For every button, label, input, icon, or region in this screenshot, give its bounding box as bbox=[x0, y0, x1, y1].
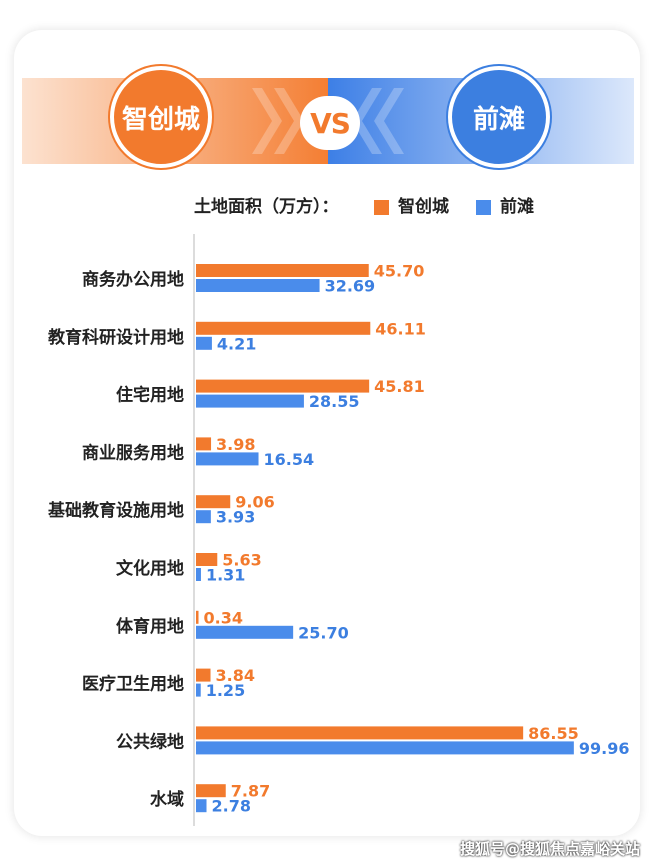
bar-zhichuangcheng bbox=[196, 321, 371, 335]
data-label: 3.93 bbox=[216, 508, 255, 527]
category-label: 医疗卫生用地 bbox=[82, 674, 184, 695]
data-label: 7.87 bbox=[231, 782, 270, 801]
category-label: 文化用地 bbox=[116, 558, 184, 579]
legend-title: 土地面积（万方）： bbox=[194, 197, 339, 217]
data-label: 99.96 bbox=[579, 739, 630, 758]
legend-label-zhichuangcheng: 智创城 bbox=[398, 197, 449, 217]
chart-legend: 土地面积（万方）： 智创城 前滩 bbox=[0, 192, 660, 222]
bar-qiantan bbox=[196, 741, 574, 755]
data-label: 16.54 bbox=[264, 450, 315, 469]
data-label: 32.69 bbox=[325, 277, 376, 296]
data-label: 28.55 bbox=[309, 392, 360, 411]
data-label: 86.55 bbox=[528, 724, 579, 743]
bar-zhichuangcheng bbox=[196, 610, 199, 624]
bar-qiantan bbox=[196, 510, 211, 524]
bar-qiantan bbox=[196, 279, 320, 292]
bar-qiantan bbox=[196, 394, 304, 408]
bar-zhichuangcheng bbox=[196, 784, 226, 798]
data-label: 0.34 bbox=[204, 608, 243, 627]
legend-swatch-zhichuangcheng bbox=[374, 200, 389, 215]
bar-qiantan bbox=[196, 452, 259, 466]
bar-qiantan bbox=[196, 683, 201, 697]
data-label: 45.70 bbox=[374, 262, 425, 281]
category-label: 基础教育设施用地 bbox=[47, 500, 184, 521]
bar-zhichuangcheng bbox=[196, 264, 369, 277]
category-label: 住宅用地 bbox=[116, 385, 184, 406]
bar-qiantan bbox=[196, 625, 294, 639]
data-label: 3.98 bbox=[216, 435, 255, 454]
data-label: 4.21 bbox=[217, 334, 256, 353]
data-label: 25.70 bbox=[298, 623, 349, 642]
vs-label: VS bbox=[310, 106, 351, 140]
right-name-label: 前滩 bbox=[472, 104, 525, 135]
watermark: 搜狐号@搜狐焦点嘉峪关站 bbox=[460, 840, 641, 858]
data-label: 46.11 bbox=[375, 319, 426, 338]
legend-label-qiantan: 前滩 bbox=[500, 197, 534, 217]
category-label: 商务办公用地 bbox=[82, 269, 184, 290]
bar-zhichuangcheng bbox=[196, 379, 370, 393]
data-label: 9.06 bbox=[235, 493, 274, 512]
bar-qiantan bbox=[196, 336, 212, 350]
data-label: 3.84 bbox=[216, 666, 255, 685]
left-name-circle: 智创城 bbox=[110, 66, 212, 168]
bar-zhichuangcheng bbox=[196, 437, 212, 451]
bar-zhichuangcheng bbox=[196, 553, 218, 566]
vs-badge: VS bbox=[300, 96, 360, 150]
data-label: 45.81 bbox=[374, 377, 425, 396]
bar-zhichuangcheng bbox=[196, 495, 231, 509]
bar-qiantan bbox=[196, 568, 201, 581]
chart-card bbox=[14, 30, 640, 836]
left-name-label: 智创城 bbox=[121, 104, 200, 135]
category-label: 体育用地 bbox=[116, 616, 184, 637]
data-label: 1.31 bbox=[206, 566, 245, 585]
legend-swatch-qiantan bbox=[476, 200, 491, 215]
right-name-circle: 前滩 bbox=[448, 66, 550, 168]
bar-zhichuangcheng bbox=[196, 668, 211, 682]
category-label: 商业服务用地 bbox=[82, 442, 184, 463]
category-label: 水域 bbox=[150, 789, 184, 810]
data-label: 5.63 bbox=[222, 551, 261, 570]
data-label: 2.78 bbox=[212, 797, 251, 816]
category-label: 公共绿地 bbox=[116, 731, 184, 752]
category-label: 教育科研设计用地 bbox=[47, 327, 184, 348]
bar-qiantan bbox=[196, 799, 207, 813]
bar-zhichuangcheng bbox=[196, 726, 524, 740]
data-label: 1.25 bbox=[206, 681, 245, 700]
